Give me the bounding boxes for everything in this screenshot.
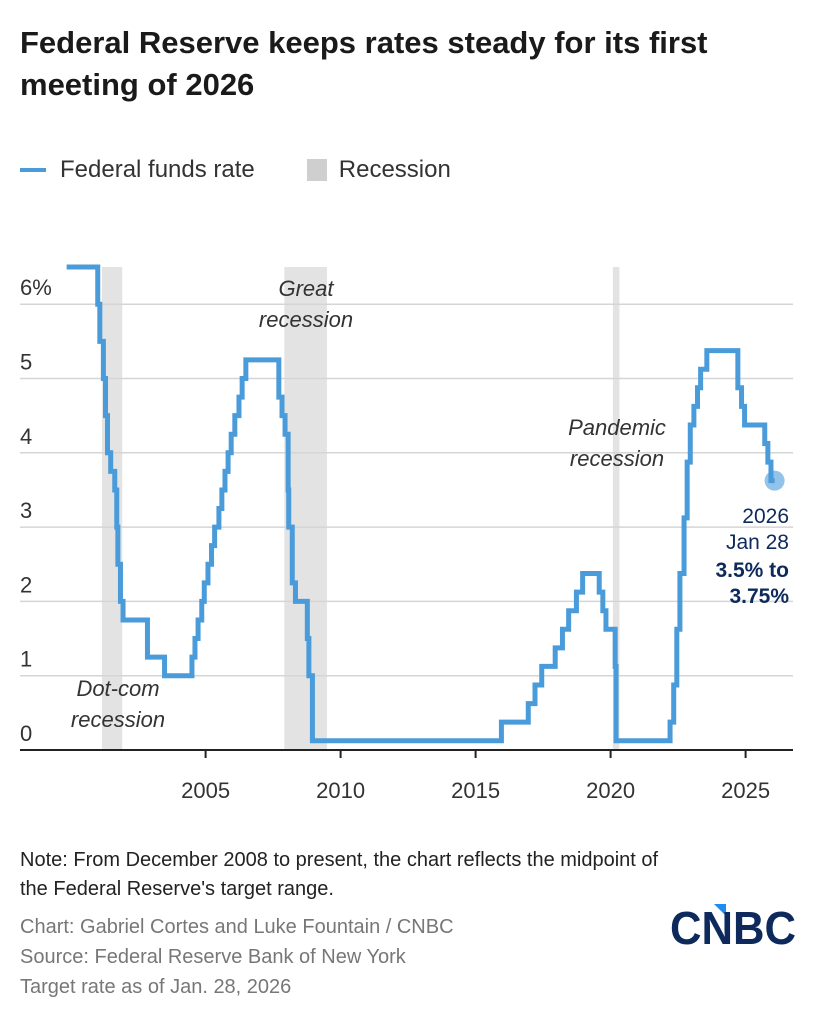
legend-recession-label: Recession (338, 156, 451, 183)
recession-band-1 (284, 267, 327, 750)
legend: Federal funds rate Recession (20, 156, 451, 184)
chart-plot: 0 1 2 3 4 5 6% Dot-com recession Great recessi… (20, 264, 793, 803)
dotcom-annotation-line1: Dot-com (76, 676, 159, 701)
y-tick-label: 3 (20, 498, 32, 523)
great-annotation-line2: recession (259, 307, 353, 332)
chart-credit: Chart: Gabriel Cortes and Luke Fountain … (20, 916, 454, 938)
y-tick-label: 0 (20, 721, 32, 746)
x-tick-label: 2005 (181, 778, 230, 803)
latest-point-marker (764, 470, 785, 491)
pandemic-annotation-line1: Pandemic (568, 415, 666, 440)
latest-date-label: Jan 28 (726, 531, 789, 554)
cnbc-logo: CNBC (670, 902, 796, 948)
footnote: Note: From December 2008 to present, the… (20, 849, 659, 900)
y-tick-label: 5 (20, 350, 32, 375)
pandemic-annotation-line2: recession (570, 446, 664, 471)
y-tick-label: 2 (20, 572, 32, 597)
x-tick-label: 2020 (586, 778, 635, 803)
svg-text:CNBC: CNBC (670, 902, 796, 948)
fed-funds-rate-line (66, 264, 775, 744)
source-text: Source: Federal Reserve Bank of New York (20, 946, 406, 968)
as-of-text: Target rate as of Jan. 28, 2026 (20, 976, 292, 998)
credits: Chart: Gabriel Cortes and Luke Fountain … (20, 912, 454, 1002)
great-annotation-line1: Great (278, 276, 334, 301)
x-tick-label: 2025 (721, 778, 770, 803)
legend-series-label: Federal funds rate (60, 156, 255, 183)
latest-range-label-2: 3.75% (729, 585, 789, 608)
y-tick-label: 1 (20, 647, 32, 672)
x-tick-label: 2010 (316, 778, 365, 803)
legend-recession-swatch (306, 159, 327, 181)
dotcom-annotation-line2: recession (71, 707, 165, 732)
legend-line-swatch (20, 168, 46, 172)
recession-band-2 (612, 267, 620, 750)
x-tick-label: 2015 (451, 778, 500, 803)
y-tick-label: 6% (20, 275, 52, 300)
latest-range-label-1: 3.5% to (715, 559, 789, 582)
y-tick-label: 4 (20, 424, 32, 449)
chart-title: Federal Reserve keeps rates steady for i… (20, 25, 708, 102)
latest-year-label: 2026 (742, 505, 789, 528)
